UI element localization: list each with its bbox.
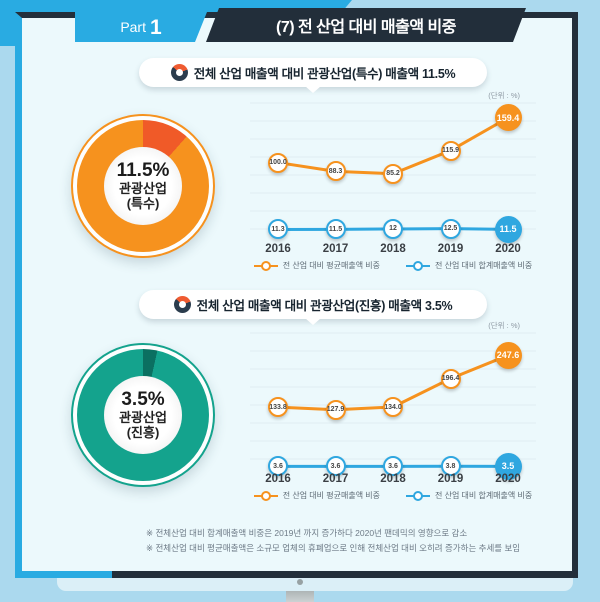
donut-label-line1: 관광산업 xyxy=(119,409,167,425)
donut-label-line1: 관광산업 xyxy=(119,180,167,196)
data-point: 88.3 xyxy=(325,161,346,182)
x-axis-label: 2019 xyxy=(437,473,464,485)
legend-swatch-icon xyxy=(406,260,430,271)
section1-title: 전체 산업 매출액 대비 관광산업(특수) 매출액 11.5% xyxy=(193,67,456,81)
donut-center-label: 11.5% 관광산업 (특수) xyxy=(104,147,182,225)
data-point: 134.0 xyxy=(383,397,403,417)
section1-title-pill: 전체 산업 매출액 대비 관광산업(특수) 매출액 11.5% xyxy=(139,58,487,93)
page-title-banner: (7) 전 산업 대비 매출액 비중 xyxy=(206,8,526,42)
frame-accent-bar xyxy=(15,571,112,578)
legend-item: 전 산업 대비 평균매출액 비중 xyxy=(253,260,380,271)
donut-label-line2: (진흥) xyxy=(126,424,160,440)
donut-label-line2: (특수) xyxy=(126,195,160,211)
part-label: Part xyxy=(120,19,146,35)
data-point: 127.9 xyxy=(325,399,346,420)
legend-item: 전 산업 대비 합계매출액 비중 xyxy=(406,260,532,271)
unit-label: (단위 : %) xyxy=(488,321,520,330)
donut-chart-special: 11.5% 관광산업 (특수) xyxy=(71,114,215,258)
legend-label: 전 산업 대비 합계매출액 비중 xyxy=(435,261,533,270)
x-axis-label: 2018 xyxy=(380,473,406,485)
legend-swatch-icon xyxy=(406,490,430,501)
part-number: 1 xyxy=(150,15,162,39)
chart-legend: 전 산업 대비 평균매출액 비중 전 산업 대비 합계매출액 비중 xyxy=(248,260,538,271)
legend-item: 전 산업 대비 합계매출액 비중 xyxy=(406,490,532,501)
data-point: 12 xyxy=(383,218,403,239)
legend-swatch-icon xyxy=(253,490,278,501)
data-point: 11.3 xyxy=(268,219,288,240)
donut-center-label: 3.5% 관광산업 (진흥) xyxy=(104,376,182,454)
x-axis-label: 2018 xyxy=(380,243,406,255)
data-point: 159.4 xyxy=(494,104,522,132)
line-chart-special: (단위 : %) 100.0 88.3 85.2 115.9 159.4 11.3 11.5 1… xyxy=(248,88,538,288)
monitor-stand xyxy=(286,591,314,602)
x-axis-label: 2017 xyxy=(322,243,349,255)
page-title: (7) 전 산업 대비 매출액 비중 xyxy=(276,19,456,36)
data-point: 11.5 xyxy=(494,215,522,243)
pill-notch xyxy=(305,318,321,325)
data-point: 3.6 xyxy=(325,456,346,477)
monitor-bezel xyxy=(57,578,573,591)
data-point: 11.5 xyxy=(325,219,346,240)
x-axis-label: 2020 xyxy=(495,473,521,485)
data-point: 3.5 xyxy=(494,452,522,480)
chart-legend: 전 산업 대비 평균매출액 비중 전 산업 대비 합계매출액 비중 xyxy=(248,490,538,501)
legend-swatch-icon xyxy=(253,260,278,271)
data-point: 196.4 xyxy=(440,368,461,389)
legend-label: 전 산업 대비 평균매출액 비중 xyxy=(282,491,380,500)
plot-area xyxy=(250,102,536,231)
data-point: 3.8 xyxy=(440,456,461,477)
footnotes: ※ 전체산업 대비 합계매출액 비중은 2019년 까지 증가하다 2020년 … xyxy=(146,526,520,556)
footnote-line: ※ 전체산업 대비 평균매출액은 소규모 업체의 휴폐업으로 인해 전체산업 대… xyxy=(146,543,521,553)
pie-chart-icon xyxy=(173,296,191,313)
data-point: 133.8 xyxy=(268,397,288,418)
x-axis-label: 2016 xyxy=(265,243,291,255)
section2-title-pill: 전체 산업 매출액 대비 관광산업(진흥) 매출액 3.5% xyxy=(139,290,487,325)
pie-chart-icon xyxy=(170,64,188,81)
section2-title: 전체 산업 매출액 대비 관광산업(진흥) 매출액 3.5% xyxy=(196,299,453,313)
unit-label: (단위 : %) xyxy=(488,91,520,100)
legend-item: 전 산업 대비 평균매출액 비중 xyxy=(253,490,380,501)
data-point: 3.6 xyxy=(268,456,288,477)
line-chart-promotion: (단위 : %) 133.8 127.9 134.0 196.4 247.6 3.6 3.6 3… xyxy=(248,318,538,518)
x-axis-label: 2019 xyxy=(437,243,464,255)
footnote-line: ※ 전체산업 대비 합계매출액 비중은 2019년 까지 증가하다 2020년 … xyxy=(146,528,468,538)
donut-percent: 3.5% xyxy=(121,389,165,411)
data-point: 100.0 xyxy=(268,152,288,173)
part-badge: Part 1 xyxy=(75,12,207,42)
data-point: 115.9 xyxy=(440,140,461,161)
monitor-button-icon xyxy=(297,579,303,585)
x-axis-label: 2017 xyxy=(322,473,349,485)
data-point: 247.6 xyxy=(494,341,522,369)
donut-percent: 11.5% xyxy=(116,160,170,182)
legend-label: 전 산업 대비 합계매출액 비중 xyxy=(435,491,533,500)
data-point: 85.2 xyxy=(383,163,403,184)
data-point: 3.6 xyxy=(383,456,403,477)
x-axis-label: 2020 xyxy=(495,243,521,255)
x-axis-label: 2016 xyxy=(265,473,291,485)
donut-chart-promotion: 3.5% 관광산업 (진흥) xyxy=(71,343,215,487)
pill-notch xyxy=(305,86,321,93)
legend-label: 전 산업 대비 평균매출액 비중 xyxy=(282,261,380,270)
data-point: 12.5 xyxy=(440,218,461,239)
